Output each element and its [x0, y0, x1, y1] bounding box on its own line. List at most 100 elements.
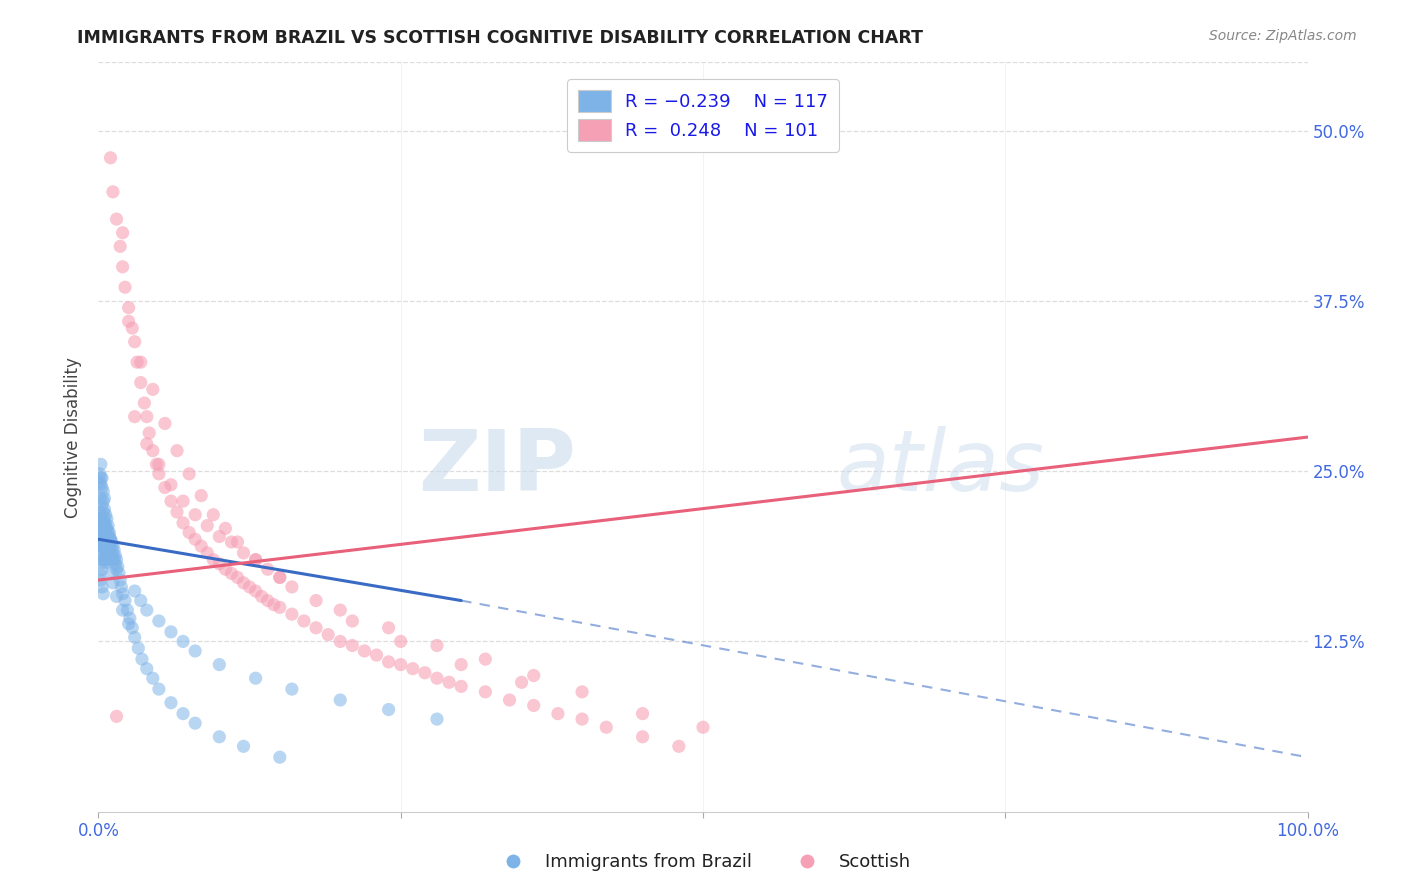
- Point: [90, 477, 112, 491]
- Point: [91, 516, 114, 530]
- Point: [523, 698, 546, 713]
- Point: [190, 489, 212, 503]
- Point: [148, 458, 170, 472]
- Point: [100, 533, 122, 547]
- Point: [105, 212, 128, 227]
- Point: [91, 481, 114, 495]
- Point: [474, 685, 496, 699]
- Point: [172, 516, 194, 530]
- Point: [402, 662, 425, 676]
- Point: [91, 498, 114, 512]
- Point: [437, 675, 460, 690]
- Point: [97, 533, 120, 547]
- Point: [208, 730, 231, 744]
- Point: [90, 539, 112, 553]
- Point: [329, 693, 352, 707]
- Point: [107, 559, 129, 574]
- Point: [239, 580, 262, 594]
- Point: [329, 603, 352, 617]
- Point: [105, 709, 128, 723]
- Point: [100, 535, 122, 549]
- Point: [145, 458, 167, 472]
- Point: [94, 525, 117, 540]
- Point: [135, 603, 157, 617]
- Point: [105, 562, 128, 576]
- Point: [97, 525, 120, 540]
- Point: [118, 301, 141, 315]
- Point: [91, 580, 114, 594]
- Text: atlas: atlas: [837, 425, 1045, 508]
- Point: [571, 712, 593, 726]
- Point: [510, 675, 533, 690]
- Point: [202, 508, 225, 522]
- Point: [90, 525, 112, 540]
- Point: [124, 409, 146, 424]
- Point: [89, 475, 111, 489]
- Point: [195, 546, 218, 560]
- Point: [101, 185, 124, 199]
- Point: [108, 239, 131, 253]
- Text: Source: ZipAtlas.com: Source: ZipAtlas.com: [1209, 29, 1357, 43]
- Point: [129, 376, 152, 390]
- Point: [93, 512, 115, 526]
- Point: [245, 584, 267, 599]
- Point: [142, 671, 165, 685]
- Point: [179, 525, 201, 540]
- Point: [184, 508, 207, 522]
- Point: [135, 662, 157, 676]
- Point: [89, 566, 111, 581]
- Point: [129, 355, 152, 369]
- Point: [98, 529, 121, 543]
- Point: [316, 627, 339, 641]
- Point: [89, 512, 111, 526]
- Point: [97, 551, 120, 566]
- Point: [91, 539, 114, 553]
- Point: [89, 505, 111, 519]
- Point: [100, 539, 122, 553]
- Point: [184, 533, 207, 547]
- Point: [89, 533, 111, 547]
- Point: [111, 587, 134, 601]
- Point: [269, 570, 291, 584]
- Point: [96, 512, 118, 526]
- Point: [269, 600, 291, 615]
- Point: [100, 543, 122, 558]
- Point: [93, 502, 115, 516]
- Point: [118, 616, 141, 631]
- Point: [105, 552, 128, 566]
- Point: [148, 682, 170, 697]
- Point: [202, 552, 225, 566]
- Point: [94, 535, 117, 549]
- Point: [142, 383, 165, 397]
- Point: [329, 634, 352, 648]
- Y-axis label: Cognitive Disability: Cognitive Disability: [65, 357, 83, 517]
- Point: [208, 557, 231, 571]
- Point: [342, 639, 364, 653]
- Point: [214, 521, 236, 535]
- Point: [91, 549, 114, 563]
- Point: [450, 657, 472, 672]
- Point: [138, 425, 160, 440]
- Point: [90, 552, 112, 566]
- Point: [166, 443, 188, 458]
- Point: [114, 593, 136, 607]
- Point: [166, 505, 188, 519]
- Point: [90, 491, 112, 506]
- Point: [426, 712, 449, 726]
- Point: [98, 538, 121, 552]
- Point: [91, 552, 114, 566]
- Point: [104, 549, 127, 563]
- Point: [135, 409, 157, 424]
- Point: [91, 471, 114, 485]
- Point: [91, 512, 114, 526]
- Point: [172, 706, 194, 721]
- Point: [221, 566, 243, 581]
- Point: [93, 491, 115, 506]
- Point: [269, 570, 291, 584]
- Point: [160, 477, 183, 491]
- Point: [129, 593, 152, 607]
- Point: [98, 525, 121, 540]
- Point: [93, 556, 115, 570]
- Point: [93, 535, 115, 549]
- Point: [101, 549, 124, 563]
